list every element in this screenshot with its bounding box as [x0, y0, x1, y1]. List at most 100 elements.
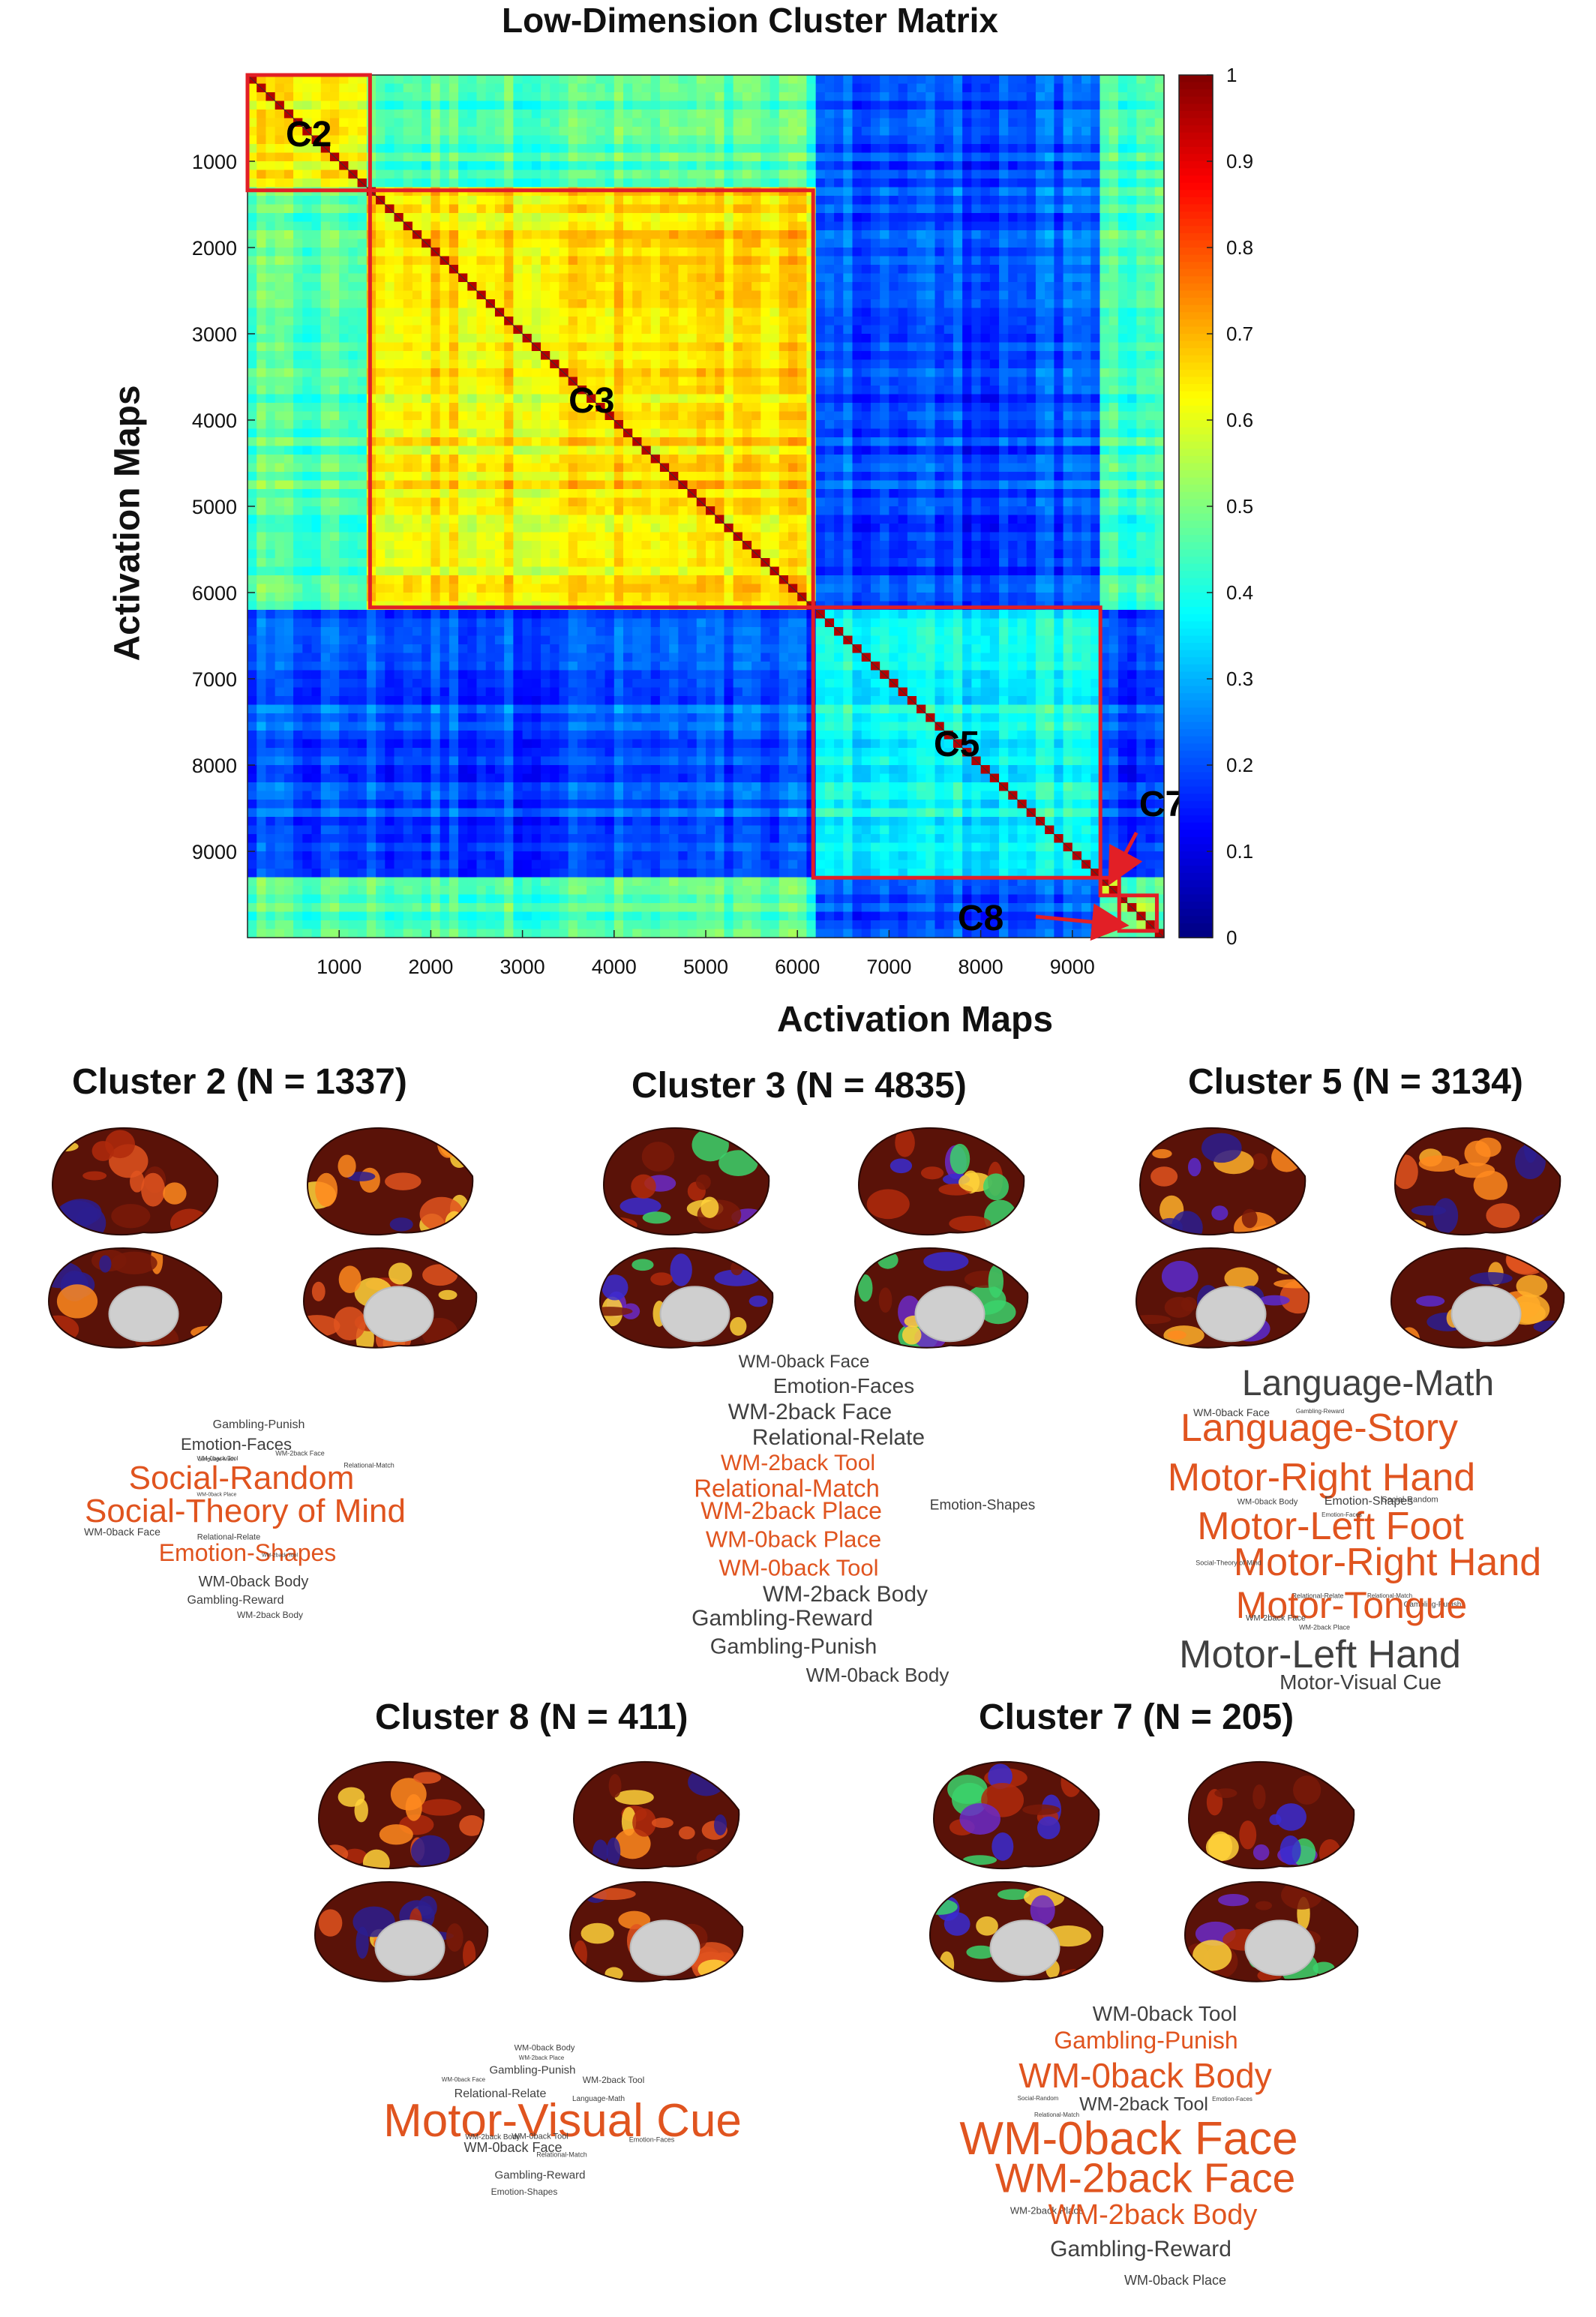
- heatmap-cell: [669, 230, 679, 240]
- heatmap-cell: [852, 334, 862, 344]
- heatmap-cell: [467, 248, 478, 257]
- heatmap-cell: [284, 196, 294, 206]
- heatmap-cell: [944, 213, 954, 223]
- heatmap-cell: [971, 308, 982, 317]
- heatmap-cell: [1127, 110, 1137, 119]
- heatmap-cell: [522, 290, 532, 300]
- heatmap-cell: [989, 92, 1000, 102]
- heatmap-cell: [614, 273, 624, 283]
- heatmap-cell: [422, 334, 431, 344]
- heatmap-cell: [650, 75, 661, 85]
- heatmap-cell: [1008, 455, 1018, 464]
- heatmap-cell: [577, 101, 587, 110]
- heatmap-cell: [339, 196, 350, 206]
- heatmap-cell: [971, 480, 982, 490]
- heatmap-cell: [604, 420, 615, 430]
- heatmap-cell: [1082, 170, 1091, 179]
- heatmap-cell: [614, 230, 624, 240]
- heatmap-cell: [513, 317, 524, 326]
- heatmap-cell: [834, 204, 844, 214]
- heatmap-cell: [266, 480, 276, 490]
- heatmap-cell: [513, 386, 524, 395]
- heatmap-cell: [815, 239, 826, 248]
- heatmap-cell: [733, 230, 743, 240]
- heatmap-cell: [266, 170, 276, 179]
- heatmap-cell: [916, 213, 926, 223]
- heatmap-cell: [752, 144, 761, 154]
- heatmap-cell: [1108, 368, 1119, 378]
- heatmap-cell: [1090, 497, 1101, 507]
- heatmap-cell: [1108, 127, 1119, 137]
- heatmap-cell: [1082, 239, 1091, 248]
- heatmap-cell: [733, 290, 743, 300]
- heatmap-cell: [696, 179, 706, 188]
- heatmap-cell: [403, 127, 413, 137]
- heatmap-cell: [952, 179, 963, 188]
- heatmap-cell: [302, 317, 313, 326]
- heatmap-cell: [266, 265, 276, 275]
- heatmap-cell: [907, 83, 917, 93]
- heatmap-cell: [448, 127, 459, 137]
- heatmap-cell: [422, 359, 431, 369]
- heatmap-cell: [550, 428, 560, 438]
- heatmap-cell: [952, 213, 963, 223]
- heatmap-cell: [916, 179, 926, 188]
- heatmap-cell: [834, 394, 844, 404]
- heatmap-cell: [999, 256, 1009, 266]
- heatmap-cell: [824, 446, 835, 455]
- heatmap-cell: [604, 317, 615, 326]
- heatmap-cell: [1145, 403, 1156, 413]
- heatmap-cell: [715, 359, 725, 369]
- heatmap-cell: [733, 256, 743, 266]
- heatmap-cell: [669, 446, 679, 455]
- heatmap-cell: [971, 161, 982, 171]
- heatmap-cell: [870, 239, 880, 248]
- heatmap-cell: [357, 204, 368, 214]
- heatmap-cell: [394, 152, 404, 162]
- heatmap-cell: [376, 472, 386, 482]
- heatmap-cell: [1090, 308, 1101, 317]
- heatmap-cell: [550, 394, 560, 404]
- heatmap-cell: [980, 161, 991, 171]
- heatmap-cell: [302, 368, 313, 378]
- heatmap-cell: [577, 420, 587, 430]
- heatmap-cell: [311, 75, 322, 85]
- heatmap-cell: [385, 368, 395, 378]
- heatmap-cell: [376, 239, 386, 248]
- heatmap-cell: [989, 144, 1000, 154]
- heatmap-cell: [724, 196, 734, 206]
- heatmap-cell: [550, 455, 560, 464]
- heatmap-cell: [1127, 420, 1137, 430]
- heatmap-cell: [256, 497, 267, 507]
- heatmap-cell: [1072, 170, 1082, 179]
- heatmap-cell: [989, 420, 1000, 430]
- heatmap-cell: [412, 213, 422, 223]
- heatmap-cell: [678, 144, 688, 154]
- heatmap-cell: [586, 135, 596, 145]
- heatmap-cell: [403, 92, 413, 102]
- heatmap-cell: [494, 455, 505, 464]
- heatmap-cell: [778, 127, 789, 137]
- heatmap-cell: [1136, 489, 1147, 499]
- heatmap-cell: [1072, 265, 1082, 275]
- heatmap-cell: [458, 299, 468, 309]
- heatmap-cell: [752, 170, 761, 179]
- heatmap-cell: [1017, 342, 1028, 352]
- heatmap-cell: [797, 221, 808, 231]
- heatmap-cell: [448, 83, 459, 93]
- heatmap-cell: [422, 110, 431, 119]
- heatmap-cell: [1108, 489, 1119, 499]
- heatmap-cell: [448, 480, 459, 490]
- heatmap-cell: [522, 221, 532, 231]
- heatmap-cell: [476, 135, 487, 145]
- heatmap-cell: [293, 497, 303, 507]
- heatmap-cell: [412, 446, 422, 455]
- heatmap-cell: [815, 437, 826, 447]
- heatmap-cell: [614, 497, 624, 507]
- heatmap-cell: [843, 213, 854, 223]
- heatmap-cell: [999, 239, 1009, 248]
- heatmap-cell: [348, 75, 358, 85]
- heatmap-cell: [760, 179, 771, 188]
- heatmap-cell: [302, 221, 313, 231]
- heatmap-cell: [650, 420, 661, 430]
